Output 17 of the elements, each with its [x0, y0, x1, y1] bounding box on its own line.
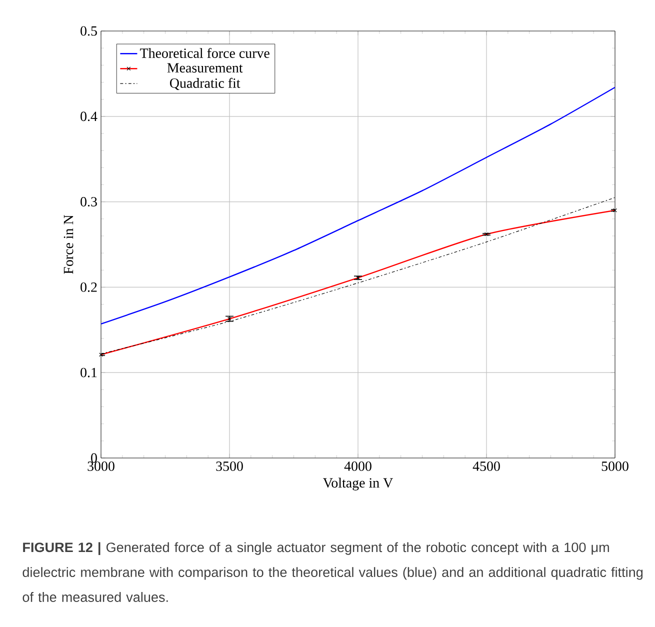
y-tick-label: 0.3: [80, 197, 97, 207]
y-axis-title: Force in N: [64, 214, 74, 274]
legend-label: Theoretical force curve: [140, 48, 270, 58]
y-tick-label: 0.4: [80, 112, 98, 122]
legend-label: Quadratic fit: [170, 78, 240, 90]
y-tick-label: 0.1: [80, 368, 97, 378]
y-tick-label: 0: [91, 453, 97, 463]
x-tick-label: 4500: [472, 462, 500, 471]
text: FIGURE 12 | Generated force of a single actuator segment of the robotic concept with a 100 μm dielectric membrane with comparison to the theoretical values (blue) and an additional quadratic fitting of the measured values.: [22, 542, 643, 602]
x-tick-label: 3500: [216, 462, 243, 471]
x-tick-label: 3000: [88, 462, 114, 471]
x-axis-title: Voltage in V: [323, 478, 393, 490]
legend-label: Measurement: [167, 63, 243, 73]
x-tick-label: 5000: [602, 462, 628, 471]
y-tick-label: 0.2: [80, 282, 97, 292]
y-tick-label: 0.5: [80, 26, 97, 36]
x-tick-label: 4000: [344, 462, 372, 471]
